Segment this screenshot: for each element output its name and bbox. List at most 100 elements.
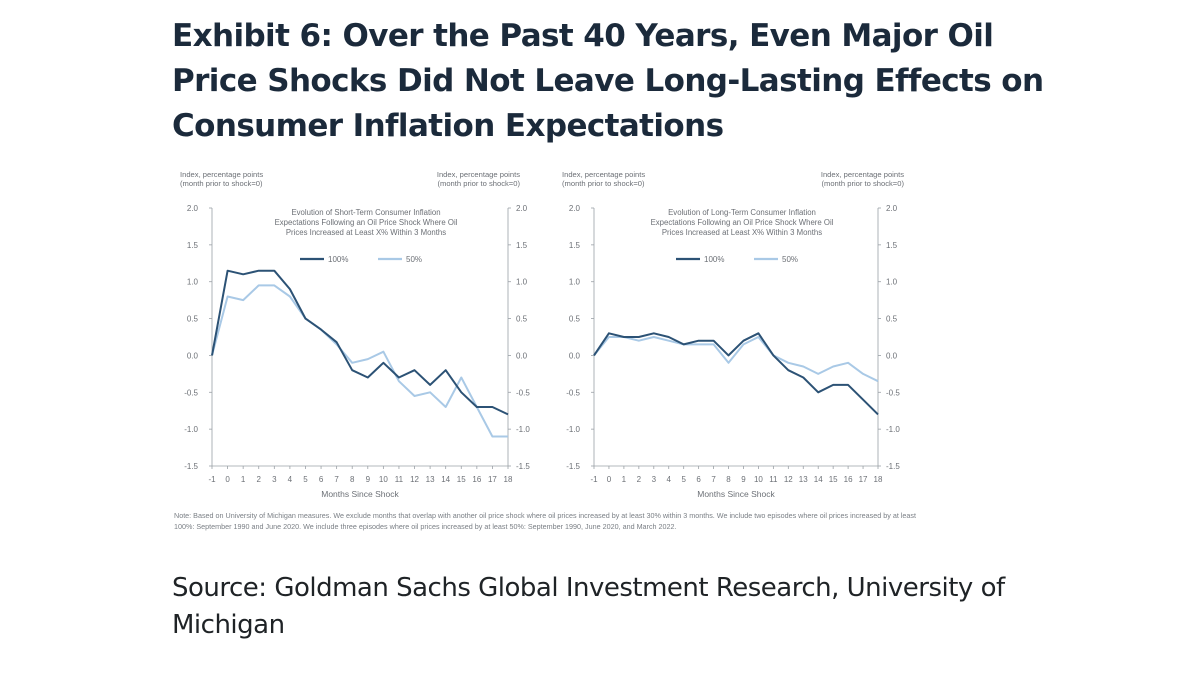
x-tick-label: 12 bbox=[410, 475, 419, 484]
left-y-tick-label: -0.5 bbox=[566, 388, 580, 397]
x-tick-label: 11 bbox=[395, 475, 404, 484]
left-y-tick-label: 2.0 bbox=[569, 204, 581, 213]
x-tick-label: 2 bbox=[257, 475, 262, 484]
right-y-tick-label: 0.5 bbox=[516, 315, 528, 324]
x-tick-label: 15 bbox=[829, 475, 838, 484]
x-tick-label: 12 bbox=[784, 475, 793, 484]
exhibit-headline: Exhibit 6: Over the Past 40 Years, Even … bbox=[172, 18, 1044, 144]
right-y-tick-label: -1.5 bbox=[886, 462, 900, 471]
x-tick-label: 4 bbox=[667, 475, 672, 484]
right-axis-unit-label: Index, percentage points bbox=[437, 170, 520, 179]
right-y-tick-label: 0.5 bbox=[886, 315, 898, 324]
x-tick-label: 7 bbox=[711, 475, 716, 484]
series-line-100pct bbox=[593, 332, 879, 416]
chart-title-line: Evolution of Long-Term Consumer Inflatio… bbox=[668, 208, 816, 217]
left-axis-unit-label: Index, percentage points bbox=[562, 170, 645, 179]
x-tick-label: 6 bbox=[696, 475, 701, 484]
chart-title-line: Evolution of Short-Term Consumer Inflati… bbox=[291, 208, 440, 217]
left-y-tick-label: -1.5 bbox=[184, 462, 198, 471]
left-y-tick-label: 0.5 bbox=[187, 315, 199, 324]
left-y-tick-label: -1.0 bbox=[566, 425, 580, 434]
right-y-tick-label: 2.0 bbox=[886, 204, 898, 213]
legend-label-50pct: 50% bbox=[406, 255, 422, 264]
left-axis-unit-label: Index, percentage points bbox=[180, 170, 263, 179]
x-tick-label: -1 bbox=[208, 475, 216, 484]
right-y-tick-label: -1.0 bbox=[516, 425, 530, 434]
x-tick-label: 8 bbox=[726, 475, 731, 484]
left-y-tick-label: -1.5 bbox=[566, 462, 580, 471]
x-tick-label: 14 bbox=[814, 475, 823, 484]
x-tick-label: 9 bbox=[366, 475, 371, 484]
left-y-tick-label: 1.5 bbox=[187, 241, 199, 250]
chart-title-line: Prices Increased at Least X% Within 3 Mo… bbox=[662, 228, 822, 237]
source-attribution: Source: Goldman Sachs Global Investment … bbox=[172, 573, 1005, 640]
chart-title-line: Expectations Following an Oil Price Shoc… bbox=[651, 218, 834, 227]
right-y-tick-label: 0.0 bbox=[886, 351, 898, 360]
right-axis-unit-label: (month prior to shock=0) bbox=[437, 179, 520, 188]
x-tick-label: -1 bbox=[590, 475, 598, 484]
left-y-tick-label: -0.5 bbox=[184, 388, 198, 397]
chart-title-line: Prices Increased at Least X% Within 3 Mo… bbox=[286, 228, 446, 237]
legend-label-100pct: 100% bbox=[328, 255, 348, 264]
right-y-tick-label: -1.5 bbox=[516, 462, 530, 471]
x-axis-title: Months Since Shock bbox=[697, 489, 775, 499]
x-tick-label: 13 bbox=[799, 475, 808, 484]
x-tick-label: 10 bbox=[379, 475, 388, 484]
left-axis-unit-label: (month prior to shock=0) bbox=[180, 179, 263, 188]
x-tick-label: 16 bbox=[472, 475, 481, 484]
x-tick-label: 3 bbox=[272, 475, 277, 484]
x-tick-label: 8 bbox=[350, 475, 355, 484]
x-tick-label: 1 bbox=[622, 475, 627, 484]
left-y-tick-label: 0.0 bbox=[569, 351, 581, 360]
x-tick-label: 3 bbox=[652, 475, 657, 484]
right-y-tick-label: -0.5 bbox=[886, 388, 900, 397]
left-y-tick-label: 1.0 bbox=[569, 278, 581, 287]
x-tick-label: 9 bbox=[741, 475, 746, 484]
right-y-tick-label: 2.0 bbox=[516, 204, 528, 213]
right-y-tick-label: 0.0 bbox=[516, 351, 528, 360]
x-tick-label: 14 bbox=[441, 475, 450, 484]
left-y-tick-label: 0.5 bbox=[569, 315, 581, 324]
series-line-50pct bbox=[211, 284, 508, 438]
x-tick-label: 17 bbox=[488, 475, 497, 484]
series-line-100pct bbox=[211, 269, 509, 416]
x-tick-label: 16 bbox=[844, 475, 853, 484]
x-tick-label: 0 bbox=[225, 475, 230, 484]
x-tick-label: 18 bbox=[874, 475, 883, 484]
right-y-tick-label: -1.0 bbox=[886, 425, 900, 434]
right-axis-unit-label: Index, percentage points bbox=[821, 170, 904, 179]
x-tick-label: 11 bbox=[769, 475, 778, 484]
left-y-tick-label: 1.0 bbox=[187, 278, 199, 287]
x-tick-label: 1 bbox=[241, 475, 246, 484]
x-tick-label: 5 bbox=[681, 475, 686, 484]
x-tick-label: 6 bbox=[319, 475, 324, 484]
x-tick-label: 4 bbox=[288, 475, 293, 484]
x-tick-label: 13 bbox=[426, 475, 435, 484]
x-tick-label: 0 bbox=[607, 475, 612, 484]
legend-label-50pct: 50% bbox=[782, 255, 798, 264]
x-tick-label: 2 bbox=[637, 475, 642, 484]
left-y-tick-label: 2.0 bbox=[187, 204, 199, 213]
right-y-tick-label: 1.0 bbox=[886, 278, 898, 287]
x-tick-label: 7 bbox=[334, 475, 339, 484]
legend-label-100pct: 100% bbox=[704, 255, 724, 264]
right-y-tick-label: 1.5 bbox=[516, 241, 528, 250]
short-term-expectations-chart: Index, percentage points(month prior to … bbox=[180, 170, 530, 499]
x-tick-label: 10 bbox=[754, 475, 763, 484]
left-y-tick-label: 0.0 bbox=[187, 351, 199, 360]
chart-footnote: Note: Based on University of Michigan me… bbox=[174, 511, 917, 531]
x-tick-label: 15 bbox=[457, 475, 466, 484]
left-axis-unit-label: (month prior to shock=0) bbox=[562, 179, 645, 188]
left-y-tick-label: -1.0 bbox=[184, 425, 198, 434]
right-y-tick-label: 1.5 bbox=[886, 241, 898, 250]
x-tick-label: 18 bbox=[504, 475, 513, 484]
x-axis-title: Months Since Shock bbox=[321, 489, 399, 499]
series-line-50pct bbox=[593, 336, 879, 383]
right-axis-unit-label: (month prior to shock=0) bbox=[821, 179, 904, 188]
chart-title-line: Expectations Following an Oil Price Shoc… bbox=[275, 218, 458, 227]
x-tick-label: 17 bbox=[859, 475, 868, 484]
left-y-tick-label: 1.5 bbox=[569, 241, 581, 250]
right-y-tick-label: -0.5 bbox=[516, 388, 530, 397]
x-tick-label: 5 bbox=[303, 475, 308, 484]
right-y-tick-label: 1.0 bbox=[516, 278, 528, 287]
